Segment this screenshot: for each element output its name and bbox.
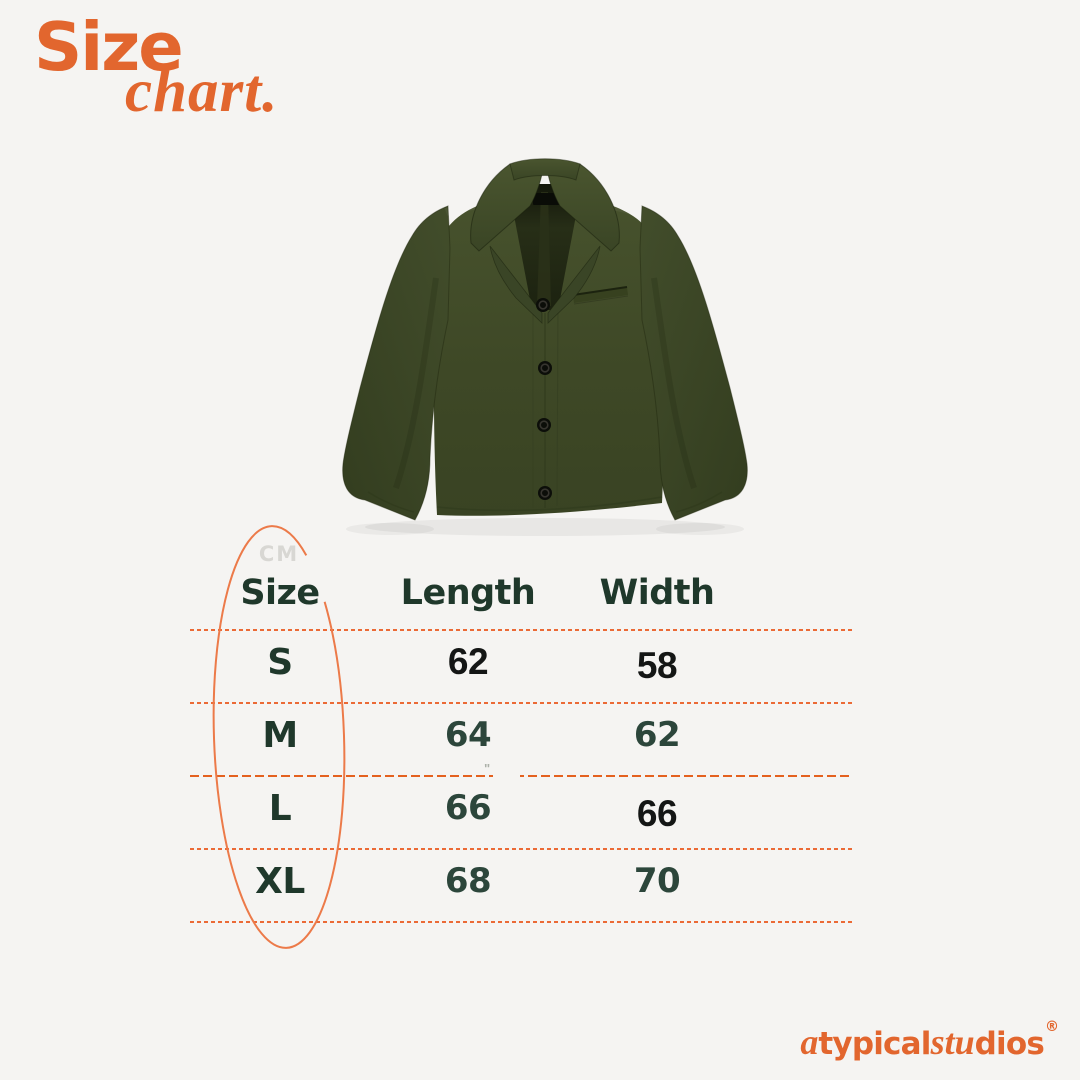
column-header-length: Length <box>400 573 536 613</box>
table-row-l-length: 66 <box>444 788 492 828</box>
photo-shadow <box>365 518 725 536</box>
lapel-left <box>489 245 543 324</box>
jacket-body <box>433 197 665 516</box>
collar-right-leaf <box>546 163 620 252</box>
chest-pocket <box>573 287 628 303</box>
jacket-illustration <box>342 158 748 536</box>
table-divider-line <box>190 629 853 631</box>
lapel-right <box>547 245 601 324</box>
brand-segment: typical <box>818 1026 931 1062</box>
collar-back-band <box>509 158 581 181</box>
table-divider-line <box>190 702 853 704</box>
jacket-sleeve-right <box>639 205 748 521</box>
table-row-s-size: S <box>267 641 293 683</box>
product-photo-jacket <box>336 148 748 540</box>
table-row-xl-width: 70 <box>633 861 681 901</box>
unit-label: CM <box>258 542 300 566</box>
stray-mark: " <box>484 761 491 776</box>
page-title-script: chart. <box>125 58 279 125</box>
column-header-size: Size <box>240 573 320 613</box>
table-row-xl-size: XL <box>255 860 305 902</box>
table-row-s-length: 62 <box>447 641 489 682</box>
table-divider-line <box>190 848 853 850</box>
jacket-buttons <box>536 298 552 500</box>
jacket-sleeve-left <box>342 205 451 521</box>
table-row-m-width: 62 <box>633 715 681 755</box>
collar-left-leaf <box>470 163 544 252</box>
table-row-s-width: 58 <box>636 645 678 686</box>
table-divider-line <box>190 775 853 777</box>
size-column-highlight-ellipse <box>212 525 346 949</box>
table-row-m-size: M <box>262 714 298 756</box>
table-row-m-length: 64 <box>444 715 492 755</box>
column-header-width: Width <box>599 573 715 613</box>
page-title: Size <box>34 8 184 86</box>
registered-trademark-icon: ® <box>1045 1019 1059 1035</box>
brand-segment: stu <box>930 1022 975 1062</box>
divider-gap <box>493 773 520 779</box>
brand-segment: dios <box>974 1026 1045 1062</box>
table-row-xl-length: 68 <box>444 861 492 901</box>
brand-logo: a typical stu dios ® <box>800 1019 1059 1063</box>
table-row-l-width: 66 <box>636 793 678 834</box>
table-row-l-size: L <box>268 787 292 829</box>
neck-label-tag <box>533 193 560 205</box>
table-divider-line <box>190 921 853 923</box>
brand-segment: a <box>800 1022 819 1062</box>
